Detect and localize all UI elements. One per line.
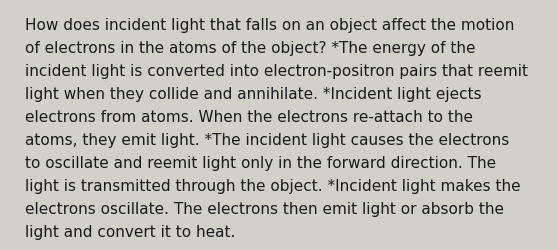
Text: electrons oscillate. The electrons then emit light or absorb the: electrons oscillate. The electrons then … xyxy=(25,202,504,216)
Text: to oscillate and reemit light only in the forward direction. The: to oscillate and reemit light only in th… xyxy=(25,156,496,170)
Text: of electrons in the atoms of the object? *The energy of the: of electrons in the atoms of the object?… xyxy=(25,40,475,56)
Text: How does incident light that falls on an object affect the motion: How does incident light that falls on an… xyxy=(25,18,514,32)
Text: light is transmitted through the object. *Incident light makes the: light is transmitted through the object.… xyxy=(25,178,521,194)
Text: light when they collide and annihilate. *Incident light ejects: light when they collide and annihilate. … xyxy=(25,86,482,102)
Text: light and convert it to heat.: light and convert it to heat. xyxy=(25,224,235,240)
Text: atoms, they emit light. *The incident light causes the electrons: atoms, they emit light. *The incident li… xyxy=(25,132,509,148)
Text: electrons from atoms. When the electrons re-attach to the: electrons from atoms. When the electrons… xyxy=(25,110,473,124)
Text: incident light is converted into electron-positron pairs that reemit: incident light is converted into electro… xyxy=(25,64,528,78)
